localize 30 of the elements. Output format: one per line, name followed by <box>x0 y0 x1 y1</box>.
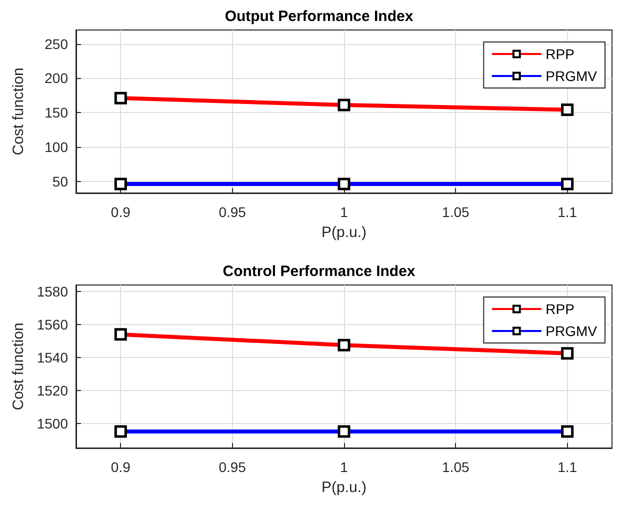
y-tick-label: 1560 <box>36 316 68 333</box>
y-tick-label: 1580 <box>36 284 68 300</box>
x-tick-label: 1 <box>340 459 348 475</box>
x-tick-label: 1 <box>340 204 348 220</box>
x-tick-label: 0.95 <box>218 204 246 220</box>
x-axis-title: P(p.u.) <box>321 479 367 496</box>
y-tick-label: 1540 <box>36 349 68 366</box>
x-axis-title: P(p.u.) <box>321 224 367 241</box>
y-tick-label: 200 <box>44 70 68 86</box>
legend-label: PRGMV <box>546 68 598 84</box>
legend-label: RPP <box>546 301 574 317</box>
y-tick-label: 1520 <box>36 382 68 398</box>
x-tick-label: 1.1 <box>558 204 578 220</box>
y-tick-label: 50 <box>52 173 68 190</box>
y-axis-title: Cost function <box>10 68 27 156</box>
x-tick-label: 1.1 <box>558 459 578 475</box>
y-tick-label: 250 <box>44 36 68 52</box>
y-tick-label: 1500 <box>36 415 68 432</box>
y-axis-title: Cost function <box>10 322 27 410</box>
x-tick-label: 1.05 <box>442 459 470 475</box>
y-tick-label: 100 <box>44 138 68 155</box>
y-tick-label: 150 <box>44 104 68 121</box>
chart-title: Output Performance Index <box>224 8 414 25</box>
chart-title: Control Performance Index <box>222 263 416 280</box>
x-tick-label: 0.9 <box>110 459 131 475</box>
legend-label: PRGMV <box>546 323 598 339</box>
legend-label: RPP <box>546 46 574 62</box>
x-tick-label: 0.95 <box>218 459 246 475</box>
x-tick-label: 0.9 <box>110 204 131 220</box>
x-tick-label: 1.05 <box>442 204 470 220</box>
